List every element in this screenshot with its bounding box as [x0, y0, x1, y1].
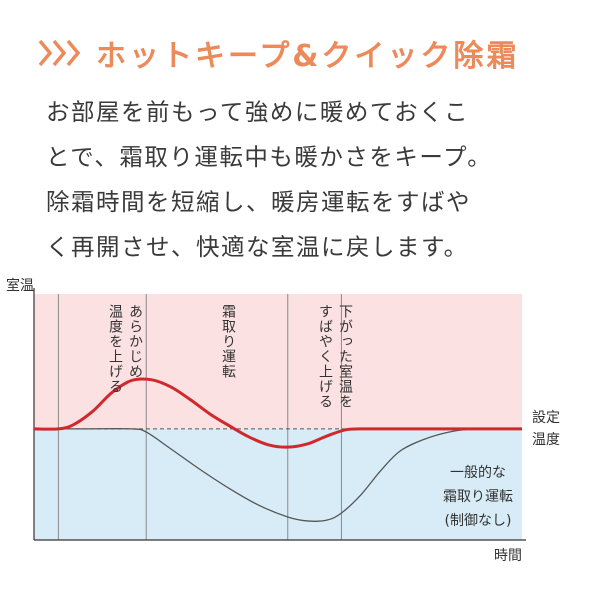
phase-annotation-preheat: あらかじめ	[127, 304, 143, 379]
set-temperature-label: 温度	[532, 432, 560, 448]
set-temperature-label: 設定	[532, 410, 560, 426]
phase-annotation-defrost: 霜取り運転	[220, 304, 236, 379]
warm-zone	[34, 294, 522, 429]
series-label-uncontrolled: 霜取り運転	[443, 489, 513, 505]
description-line: とで、霜取り運転中も暖かさをキープ。	[46, 143, 493, 171]
series-line-uncontrolled	[34, 428, 522, 522]
page-title: ホットキープ&クイック除霜	[96, 39, 520, 74]
description-line: お部屋を前もって強めに暖めておくこ	[46, 98, 470, 126]
description: お部屋を前もって強めに暖めておくこ とで、霜取り運転中も暖かさをキープ。 除霜時…	[46, 90, 576, 270]
x-axis-label: 時間	[494, 548, 522, 564]
series-label-uncontrolled: (制御なし)	[445, 513, 512, 529]
phase-annotation-preheat: 温度を上げる	[107, 304, 123, 394]
series-line-hot-keep	[33, 377, 522, 449]
triple-chevron-right-icon	[38, 39, 81, 67]
description-line: 除霜時間を短縮し、暖房運転をすばや	[46, 188, 471, 216]
phase-annotation-recovery: すばやく上げる	[317, 304, 333, 409]
description-line: く再開させ、快適な室温に戻します。	[46, 233, 469, 261]
y-axis-label: 室温	[6, 277, 34, 294]
series-label-uncontrolled: 一般的な	[450, 465, 506, 481]
header: ホットキープ&クイック除霜	[36, 28, 519, 78]
phase-annotation-recovery: 下がった室温を	[337, 304, 353, 409]
